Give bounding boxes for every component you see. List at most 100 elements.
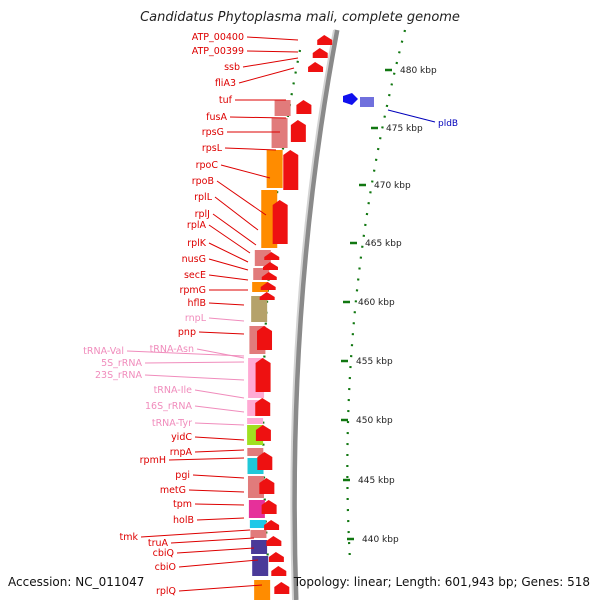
genome-backbone xyxy=(291,29,340,600)
plasmid-label: pldB xyxy=(438,119,458,129)
gene-arrow xyxy=(271,566,287,576)
gene-label: rplK xyxy=(187,238,207,249)
label-leader xyxy=(216,180,267,216)
kbp-tick-label: 475 kbp xyxy=(386,124,423,134)
label-leader xyxy=(194,503,245,506)
feature-block xyxy=(249,520,266,528)
gene-arrow xyxy=(255,425,271,441)
gene-label: yidC xyxy=(171,432,192,443)
feature-block xyxy=(251,540,268,554)
label-leader xyxy=(208,274,249,281)
gene-label: rpmH xyxy=(140,455,166,466)
label-leader xyxy=(194,405,245,413)
genome-stats-text: Topology: linear; Length: 601,943 bp; Ge… xyxy=(293,575,590,589)
gene-label: ssb xyxy=(224,62,240,73)
gene-label: secE xyxy=(184,270,206,281)
gene-arrow xyxy=(259,478,275,494)
kbp-ticks: 480 kbp 475 kbp 470 kbp 465 kbp 460 kbp 455 k… xyxy=(341,66,437,545)
gene-arrow xyxy=(262,262,278,270)
label-leader xyxy=(194,436,245,441)
feature-block xyxy=(266,150,283,188)
genome-backbone-highlight xyxy=(290,29,335,600)
label-leader xyxy=(220,164,271,179)
gene-label: tRNA-Asn xyxy=(150,344,194,355)
gene-label: metG xyxy=(160,485,186,496)
label-leader xyxy=(178,584,263,592)
gene-arrow xyxy=(296,100,312,114)
gene-label: rpsL xyxy=(202,143,223,154)
label-leader-lines xyxy=(126,36,299,592)
gene-arrow xyxy=(283,150,299,190)
gene-label: rplA xyxy=(187,220,207,231)
kbp-tick-label: 470 kbp xyxy=(374,181,411,191)
gene-arrow xyxy=(257,326,273,350)
gene-arrow xyxy=(261,500,277,514)
label-leader xyxy=(198,331,245,335)
label-leader xyxy=(242,57,299,68)
label-leader xyxy=(144,361,245,364)
gene-label: tpm xyxy=(173,499,192,510)
gene-label: holB xyxy=(173,515,194,526)
gene-arrow xyxy=(268,552,284,562)
gene-label: fliA3 xyxy=(215,78,236,89)
kbp-tick-label: 440 kbp xyxy=(362,535,399,545)
gene-label: cbiQ xyxy=(153,548,174,559)
plasmid-feature: pldB xyxy=(343,93,458,129)
gene-arrow xyxy=(261,272,277,280)
gene-label: rpmG xyxy=(179,285,206,296)
label-leader xyxy=(178,559,259,568)
gene-label: 16S_rRNA xyxy=(145,401,192,412)
plasmid-leader xyxy=(387,109,436,123)
gene-arrow xyxy=(274,582,290,594)
gene-label: tuf xyxy=(219,95,233,106)
gene-label: fusA xyxy=(206,112,227,123)
outer-dotted-ring xyxy=(346,29,407,561)
kbp-tick-label: 465 kbp xyxy=(365,239,402,249)
label-leader xyxy=(246,36,299,41)
label-leader xyxy=(214,196,259,231)
gene-arrow xyxy=(317,35,333,45)
feature-block xyxy=(274,100,291,116)
gene-arrow xyxy=(272,200,288,244)
gene-arrow xyxy=(257,452,273,470)
label-leader xyxy=(208,317,245,322)
label-leader xyxy=(238,67,295,84)
feature-block xyxy=(254,250,271,266)
gene-label: truA xyxy=(148,538,169,549)
plasmid-block xyxy=(360,97,374,107)
kbp-tick-label: 460 kbp xyxy=(358,298,395,308)
feature-block xyxy=(271,118,288,148)
gene-label: 23S_rRNA xyxy=(95,370,142,381)
gene-label: rplJ xyxy=(195,209,210,220)
gene-label: rplL xyxy=(194,192,213,203)
gene-label: pgi xyxy=(175,470,190,481)
label-leader xyxy=(212,213,257,246)
gene-label: 5S_rRNA xyxy=(101,358,142,369)
label-leader xyxy=(170,537,255,544)
kbp-tick-label: 445 kbp xyxy=(358,476,395,486)
gene-label: nusG xyxy=(182,254,206,265)
gene-label: pnp xyxy=(178,327,196,338)
label-leader xyxy=(224,147,277,151)
feature-block xyxy=(252,556,269,576)
gene-arrow xyxy=(266,536,282,546)
label-leader xyxy=(194,449,245,453)
gene-arrow xyxy=(264,520,280,530)
label-leader xyxy=(208,258,249,271)
feature-block xyxy=(251,296,268,322)
label-leader xyxy=(176,547,255,554)
feature-block xyxy=(252,282,269,292)
label-leader xyxy=(196,348,245,359)
gene-arrow xyxy=(290,120,306,142)
feature-block xyxy=(254,580,271,600)
label-leader xyxy=(126,350,245,357)
gene-label: tmk xyxy=(120,532,139,543)
kbp-tick-label: 455 kbp xyxy=(356,357,393,367)
gene-arrow xyxy=(264,252,280,260)
feature-block xyxy=(247,418,264,424)
label-leader xyxy=(188,489,245,493)
label-leader xyxy=(208,224,251,254)
gene-label: rnpA xyxy=(170,447,193,458)
